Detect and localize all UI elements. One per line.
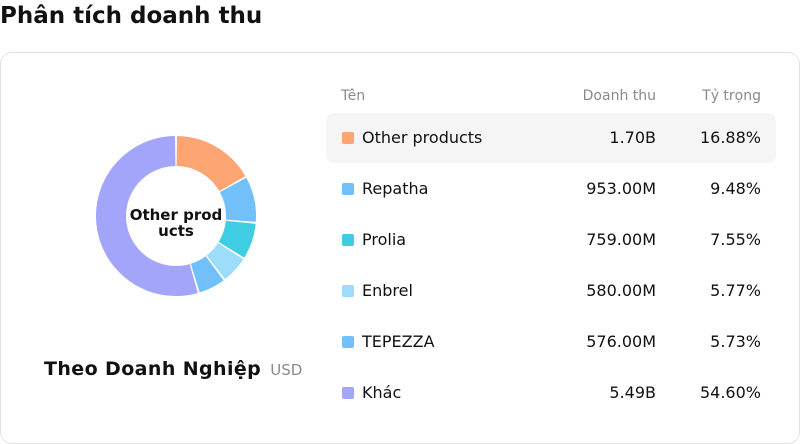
donut-slice-kh-c[interactable] xyxy=(95,136,198,296)
table-row-prolia[interactable]: Prolia 759.00M 7.55% xyxy=(326,215,776,265)
page-title: Phân tích doanh thu xyxy=(0,3,263,29)
donut-slice-repatha[interactable] xyxy=(219,177,256,222)
revenue-analysis-card: Other products Theo Doanh Nghiệp USD Tên… xyxy=(0,52,800,444)
row-name: Repatha xyxy=(362,179,429,198)
row-name: Prolia xyxy=(362,230,407,249)
table-row-other-products[interactable]: Other products 1.70B 16.88% xyxy=(326,113,776,163)
table-header: Tên Doanh thu Tỷ trọng xyxy=(341,88,761,108)
row-revenue: 1.70B xyxy=(609,128,656,147)
row-share: 5.77% xyxy=(710,281,761,300)
header-share: Tỷ trọng xyxy=(702,88,761,104)
row-name: Khác xyxy=(362,383,402,402)
header-name: Tên xyxy=(341,88,366,104)
table-row-enbrel[interactable]: Enbrel 580.00M 5.77% xyxy=(326,266,776,316)
company-caption: Theo Doanh Nghiệp USD xyxy=(44,358,302,380)
donut-center-label: Other products xyxy=(129,206,223,240)
row-name: TEPEZZA xyxy=(362,332,435,351)
row-revenue: 759.00M xyxy=(586,230,656,249)
legend-swatch xyxy=(342,234,354,246)
header-revenue: Doanh thu xyxy=(582,88,656,104)
table-row-khac[interactable]: Khác 5.49B 54.60% xyxy=(326,368,776,418)
row-share: 7.55% xyxy=(710,230,761,249)
donut-slice-other-products[interactable] xyxy=(176,136,246,192)
legend-swatch xyxy=(342,387,354,399)
donut-chart xyxy=(95,135,257,297)
legend-swatch xyxy=(342,183,354,195)
row-revenue: 953.00M xyxy=(586,179,656,198)
donut-slice-enbrel[interactable] xyxy=(206,243,244,280)
row-revenue: 576.00M xyxy=(586,332,656,351)
row-share: 9.48% xyxy=(710,179,761,198)
row-share: 5.73% xyxy=(710,332,761,351)
donut-chart-svg xyxy=(95,136,256,296)
row-revenue: 5.49B xyxy=(609,383,656,402)
row-share: 16.88% xyxy=(699,128,761,147)
row-name: Enbrel xyxy=(362,281,413,300)
currency-unit: USD xyxy=(270,361,303,379)
table-row-repatha[interactable]: Repatha 953.00M 9.48% xyxy=(326,164,776,214)
table-row-tepezza[interactable]: TEPEZZA 576.00M 5.73% xyxy=(326,317,776,367)
donut-slice-prolia[interactable] xyxy=(218,220,256,258)
row-share: 54.60% xyxy=(699,383,761,402)
legend-swatch xyxy=(342,132,354,144)
row-name: Other products xyxy=(362,128,483,147)
legend-swatch xyxy=(342,336,354,348)
donut-slice-tepezza[interactable] xyxy=(190,256,224,293)
row-revenue: 580.00M xyxy=(586,281,656,300)
company-name: Theo Doanh Nghiệp xyxy=(44,358,262,380)
legend-swatch xyxy=(342,285,354,297)
